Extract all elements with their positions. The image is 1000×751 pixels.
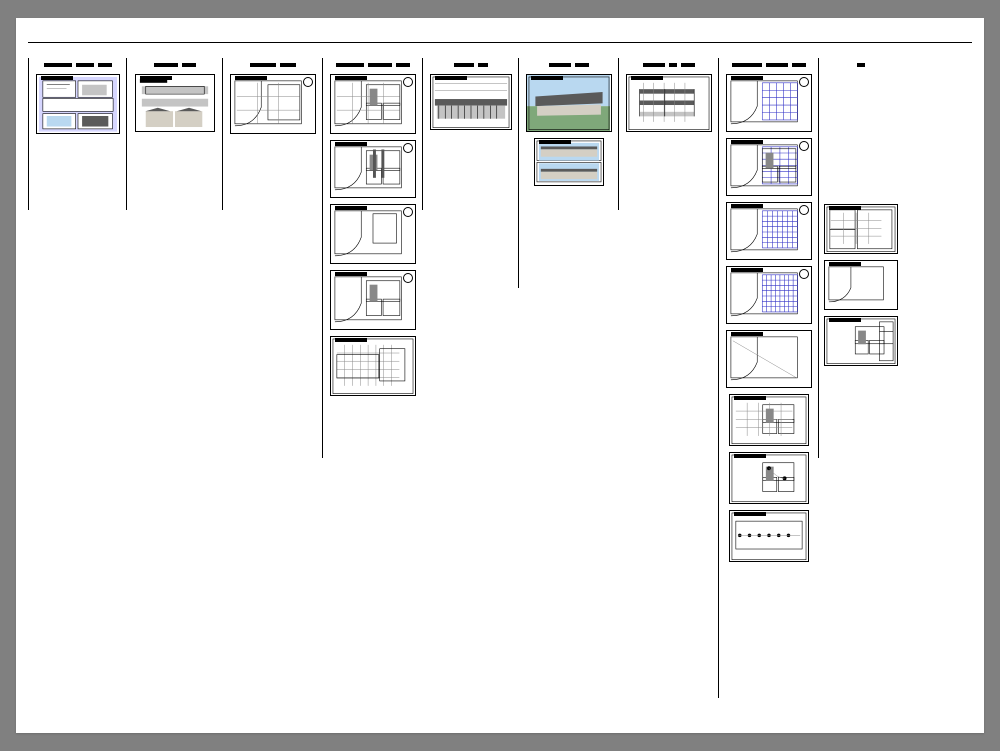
sheet-column — [222, 58, 322, 210]
north-arrow-icon — [403, 77, 413, 87]
thumb-title-bar — [734, 396, 766, 400]
north-arrow-icon — [799, 141, 809, 151]
header-label-block — [575, 63, 589, 67]
thumb-title-bar — [731, 332, 763, 336]
drawing-thumbnail[interactable] — [626, 74, 712, 132]
drawing-thumbnail[interactable] — [726, 202, 812, 260]
column-header — [229, 60, 316, 70]
column-header — [625, 60, 712, 70]
header-label-block — [280, 63, 296, 67]
drawing-thumbnail[interactable] — [824, 260, 898, 310]
drawing-thumbnail[interactable] — [330, 270, 416, 330]
drawing-thumbnail[interactable] — [729, 510, 809, 562]
thumb-title-bar — [235, 76, 267, 80]
drawing-sheet — [16, 18, 984, 733]
drawing-thumbnail[interactable] — [726, 138, 812, 196]
drawing-thumbnail[interactable] — [430, 74, 512, 130]
header-label-block — [478, 63, 488, 67]
drawing-thumbnail[interactable] — [36, 74, 120, 134]
sheet-column — [126, 58, 222, 210]
thumb-title-bar — [41, 76, 73, 80]
column-header — [35, 60, 120, 70]
header-label-block — [76, 63, 94, 67]
north-arrow-icon — [303, 77, 313, 87]
header-label-block — [250, 63, 276, 67]
sheet-column — [618, 58, 718, 210]
thumb-title-bar — [539, 140, 571, 144]
sheet-top-rule — [28, 42, 972, 43]
column-header — [725, 60, 812, 70]
header-label-block — [549, 63, 571, 67]
header-label-block — [454, 63, 474, 67]
thumb-title-bar — [335, 76, 367, 80]
column-header — [133, 60, 216, 70]
sheet-column — [322, 58, 422, 458]
thumb-title-bar — [140, 76, 172, 80]
sheet-column — [28, 58, 126, 210]
drawing-thumbnail[interactable] — [230, 74, 316, 134]
drawing-thumbnail[interactable] — [726, 266, 812, 324]
sheet-column — [422, 58, 518, 210]
header-label-block — [732, 63, 762, 67]
header-label-block — [368, 63, 392, 67]
column-header — [429, 60, 512, 70]
drawing-thumbnail[interactable] — [824, 204, 898, 254]
drawing-thumbnail[interactable] — [330, 204, 416, 264]
drawing-thumbnail[interactable] — [729, 452, 809, 504]
header-label-block — [669, 63, 677, 67]
thumb-title-bar — [435, 76, 467, 80]
thumb-title-bar — [335, 206, 367, 210]
sheet-column — [518, 58, 618, 288]
drawing-thumbnail[interactable] — [729, 394, 809, 446]
header-label-block — [336, 63, 364, 67]
north-arrow-icon — [403, 143, 413, 153]
header-label-block — [643, 63, 665, 67]
header-label-block — [766, 63, 788, 67]
column-header — [825, 60, 896, 70]
thumb-title-bar — [734, 454, 766, 458]
drawing-thumbnail[interactable] — [726, 74, 812, 132]
drawing-thumbnail[interactable] — [534, 138, 604, 186]
thumb-title-bar — [829, 262, 861, 266]
thumb-title-bar — [731, 76, 763, 80]
thumb-title-bar — [335, 338, 367, 342]
header-label-block — [857, 63, 865, 67]
thumb-title-bar — [335, 142, 367, 146]
header-label-block — [44, 63, 72, 67]
north-arrow-icon — [799, 205, 809, 215]
thumb-title-bar — [631, 76, 663, 80]
thumb-title-bar — [731, 204, 763, 208]
drawing-thumbnail[interactable] — [330, 336, 416, 396]
header-label-block — [681, 63, 695, 67]
drawing-thumbnail[interactable] — [824, 316, 898, 366]
thumb-title-bar — [531, 76, 563, 80]
thumb-title-bar — [731, 268, 763, 272]
header-label-block — [154, 63, 178, 67]
drawing-thumbnail[interactable] — [330, 74, 416, 134]
sheet-column — [718, 58, 818, 698]
north-arrow-icon — [799, 77, 809, 87]
thumb-title-bar — [829, 318, 861, 322]
column-header — [329, 60, 416, 70]
drawing-thumbnail[interactable] — [135, 74, 215, 132]
header-label-block — [792, 63, 806, 67]
north-arrow-icon — [403, 207, 413, 217]
header-label-block — [182, 63, 196, 67]
north-arrow-icon — [799, 269, 809, 279]
sheet-column-row — [28, 58, 972, 721]
header-label-block — [98, 63, 112, 67]
north-arrow-icon — [403, 273, 413, 283]
thumb-title-bar — [734, 512, 766, 516]
drawing-thumbnail[interactable] — [526, 74, 612, 132]
thumb-title-bar — [335, 272, 367, 276]
drawing-thumbnail[interactable] — [726, 330, 812, 388]
sheet-column — [818, 58, 902, 458]
column-header — [525, 60, 612, 70]
thumb-title-bar — [731, 140, 763, 144]
drawing-thumbnail[interactable] — [330, 140, 416, 198]
header-label-block — [396, 63, 410, 67]
thumb-title-bar — [829, 206, 861, 210]
